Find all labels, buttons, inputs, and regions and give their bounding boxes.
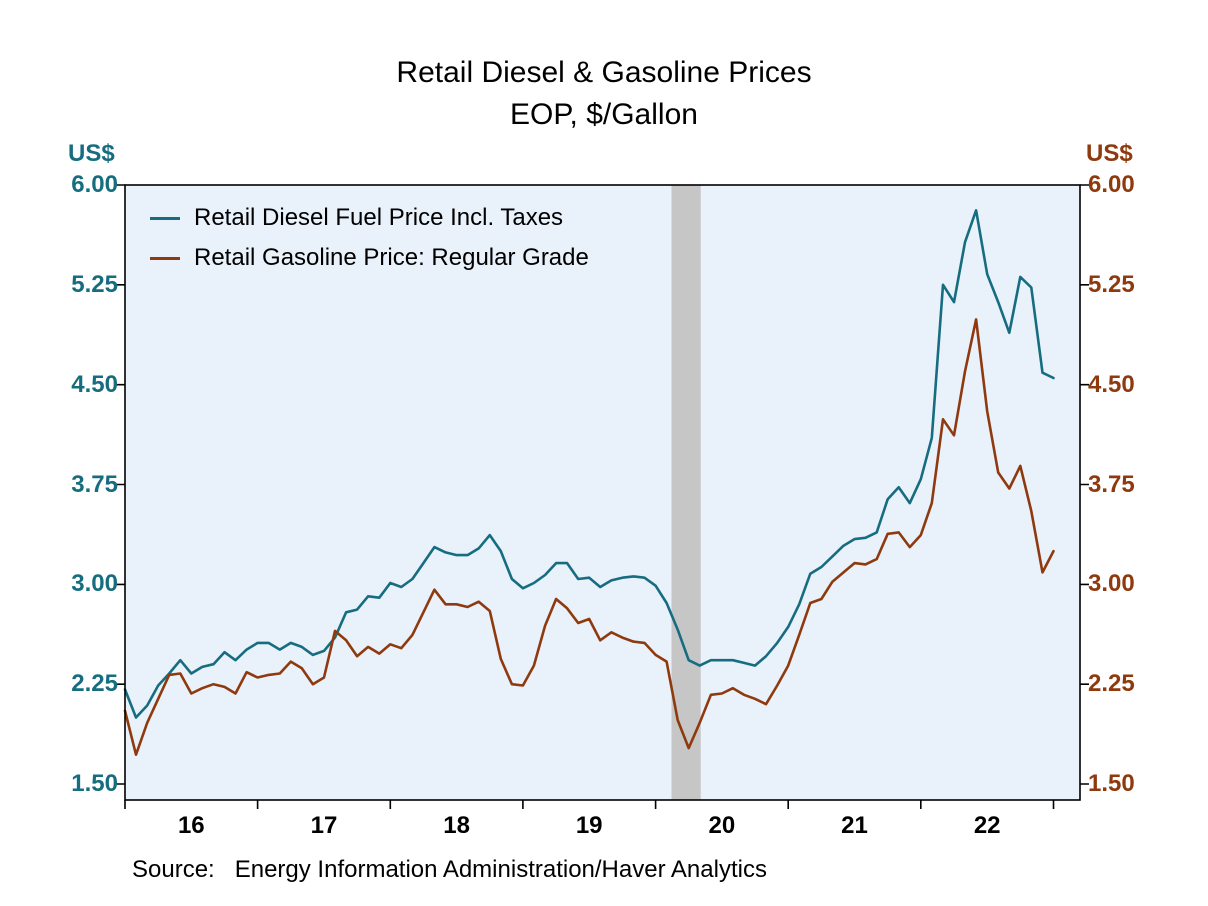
chart-title: Retail Diesel & Gasoline Prices EOP, $/G… (0, 52, 1208, 136)
legend: Retail Diesel Fuel Price Incl. Taxes Ret… (150, 201, 589, 275)
legend-item-diesel: Retail Diesel Fuel Price Incl. Taxes (150, 201, 589, 235)
diesel-line-swatch (150, 216, 180, 220)
plot-background (125, 185, 1080, 800)
legend-label-diesel: Retail Diesel Fuel Price Incl. Taxes (194, 204, 564, 231)
right-axis-unit-label: US$ (1086, 140, 1133, 167)
legend-label-gasoline: Retail Gasoline Price: Regular Grade (194, 244, 589, 271)
diesel-line (123, 209, 1055, 719)
gasoline-line (123, 318, 1055, 757)
left-axis-unit-label: US$ (68, 140, 115, 167)
source-note: Source: Energy Information Administratio… (132, 856, 767, 883)
legend-item-gasoline: Retail Gasoline Price: Regular Grade (150, 241, 589, 275)
gasoline-line-swatch (150, 256, 180, 260)
axis-tick-marks (116, 184, 1089, 809)
chart-title-line2: EOP, $/Gallon (510, 98, 698, 131)
chart-title-line1: Retail Diesel & Gasoline Prices (396, 56, 812, 89)
plot-border (124, 184, 1081, 801)
recession-band (671, 185, 701, 800)
